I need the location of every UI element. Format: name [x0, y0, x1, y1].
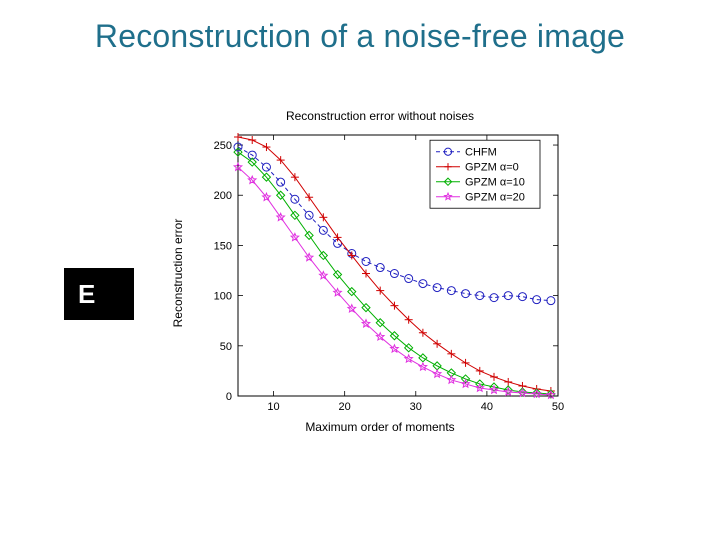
chart-svg: 10 20 30 40 50 0 50 100 150 200 250 CHFM GPZM α=0 GPZ…	[190, 115, 570, 430]
svg-text:20: 20	[339, 401, 351, 413]
svg-text:50: 50	[220, 341, 232, 353]
svg-text:40: 40	[481, 401, 493, 413]
svg-text:150: 150	[214, 240, 232, 252]
side-label-text: E	[78, 279, 95, 310]
page-title: Reconstruction of a noise-free image	[0, 18, 720, 55]
svg-text:0: 0	[226, 391, 232, 403]
slide: { "title": { "text": "Reconstruction of …	[0, 0, 720, 540]
svg-text:250: 250	[214, 140, 232, 152]
chart-ylabel: Reconstruction error	[171, 218, 185, 327]
svg-text:200: 200	[214, 190, 232, 202]
svg-text:GPZM α=20: GPZM α=20	[465, 192, 525, 204]
svg-text:GPZM α=10: GPZM α=10	[465, 177, 525, 189]
svg-text:100: 100	[214, 291, 232, 303]
chart-container: Reconstruction error without noises Reco…	[190, 115, 570, 430]
chart-title: Reconstruction error without noises	[190, 109, 570, 123]
svg-text:10: 10	[267, 401, 279, 413]
svg-text:GPZM α=0: GPZM α=0	[465, 162, 519, 174]
chart-xlabel: Maximum order of moments	[190, 420, 570, 434]
side-label-box: E	[64, 268, 134, 320]
svg-text:50: 50	[552, 401, 564, 413]
svg-text:CHFM: CHFM	[465, 147, 497, 159]
svg-text:30: 30	[410, 401, 422, 413]
